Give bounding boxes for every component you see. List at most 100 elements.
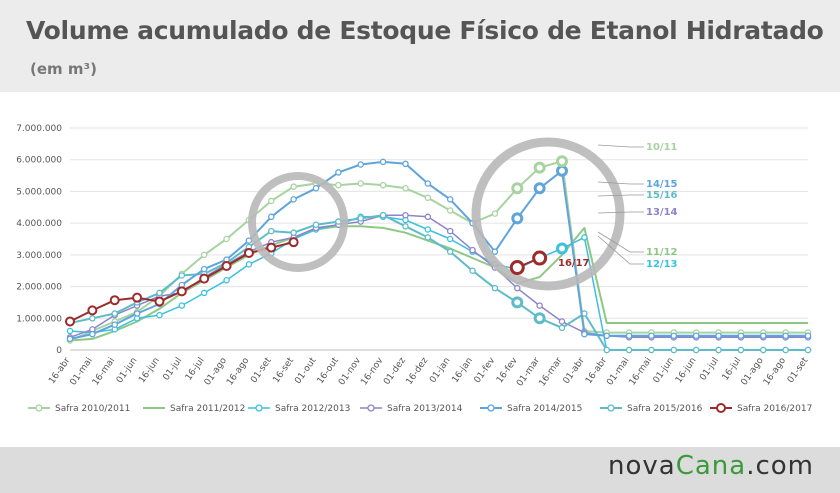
label-leader <box>597 211 644 214</box>
legend-entry: Safra 2014/2015 <box>480 404 582 414</box>
data-point <box>89 315 96 322</box>
series-line <box>69 160 808 342</box>
data-point <box>266 242 277 253</box>
data-point <box>424 194 432 202</box>
data-point <box>424 234 432 241</box>
legend: Safra 2010/2011 Safra 2011/2012 Safra 2012… <box>28 403 812 414</box>
data-point <box>737 332 745 339</box>
data-point <box>66 335 74 343</box>
series-line <box>69 160 808 340</box>
data-point <box>424 213 432 221</box>
legend-label: Safra 2016/2017 <box>737 404 812 414</box>
highlight-circle <box>471 137 625 291</box>
legend-marker <box>487 404 495 412</box>
plot-background <box>0 92 840 447</box>
data-point <box>290 229 297 236</box>
data-point <box>312 221 320 228</box>
data-point <box>491 248 499 255</box>
data-point <box>715 332 722 339</box>
y-tick-label: 2.000.000 <box>16 283 62 293</box>
data-point <box>648 332 655 339</box>
chart-title: Volume acumulado de Estoque Físico de Et… <box>26 16 824 45</box>
data-point <box>558 324 566 332</box>
legend-marker <box>607 404 615 412</box>
data-point <box>200 251 208 259</box>
series-end-label: 10/11 <box>646 142 678 153</box>
data-point <box>200 265 208 273</box>
data-point <box>357 180 364 187</box>
legend-label: Safra 2010/2011 <box>55 404 130 414</box>
y-tick-label: 0 <box>56 346 62 356</box>
data-point <box>692 332 700 339</box>
highlight-point <box>532 250 548 266</box>
y-tick-label: 7.000.000 <box>16 124 62 134</box>
data-point <box>290 196 297 203</box>
data-point <box>446 196 454 203</box>
highlight-circles <box>248 137 625 325</box>
data-point <box>491 284 499 292</box>
data-point <box>491 210 499 217</box>
data-point <box>156 311 163 319</box>
y-tick-label: 1.000.000 <box>16 314 62 324</box>
y-tick-label: 3.000.000 <box>16 251 62 261</box>
data-point <box>603 332 610 339</box>
legend-marker <box>716 403 726 413</box>
data-point <box>446 235 454 243</box>
series-line <box>69 214 808 351</box>
data-point <box>402 211 409 219</box>
data-point <box>782 332 789 339</box>
brand-part-3: .com <box>746 451 814 481</box>
data-point <box>692 346 700 354</box>
data-point <box>288 237 299 248</box>
brand-logo: novaCana.com <box>608 451 814 481</box>
y-tick-label: 4.000.000 <box>16 219 62 229</box>
y-tick-label: 6.000.000 <box>16 156 62 166</box>
data-point <box>625 346 633 354</box>
data-point <box>581 330 588 338</box>
legend-label: Safra 2011/2012 <box>170 404 245 414</box>
series-end-label: 11/12 <box>646 247 678 258</box>
data-point <box>87 305 98 316</box>
footer-bar: novaCana.com <box>0 447 840 493</box>
data-point <box>132 292 143 303</box>
data-point <box>111 310 118 317</box>
highlight-point <box>556 164 568 177</box>
data-point <box>223 235 230 243</box>
legend-label: Safra 2012/2013 <box>275 404 350 414</box>
legend-entry: Safra 2012/2013 <box>248 404 350 414</box>
data-point <box>357 161 364 168</box>
series-end-label: 12/13 <box>646 259 678 270</box>
highlight-point <box>533 161 546 174</box>
series-15-16 <box>66 211 812 354</box>
data-point <box>648 346 655 354</box>
legend-label: Safra 2013/2014 <box>387 404 463 414</box>
label-leader <box>597 235 644 265</box>
legend-label: Safra 2014/2015 <box>507 404 582 414</box>
label-leader <box>597 231 644 253</box>
data-point <box>558 318 566 325</box>
data-point <box>290 183 297 190</box>
data-point <box>402 223 409 230</box>
data-point <box>536 302 543 309</box>
data-point <box>469 267 476 274</box>
data-point <box>670 332 678 339</box>
highlight-point <box>556 155 568 168</box>
data-point <box>782 346 789 354</box>
data-point <box>268 197 275 205</box>
data-point <box>176 286 187 297</box>
label-leader <box>597 144 644 148</box>
highlight-point <box>509 260 525 276</box>
data-point <box>670 346 678 354</box>
data-point <box>379 211 387 219</box>
brand-part-1: nova <box>607 451 676 481</box>
brand-part-2: Cana <box>675 451 747 481</box>
data-point <box>715 346 722 354</box>
data-point <box>245 261 253 268</box>
data-point <box>581 234 588 241</box>
highlight-point <box>533 312 546 325</box>
data-point <box>379 181 387 189</box>
data-point <box>200 289 208 297</box>
data-point <box>245 237 253 244</box>
series-16-17 <box>65 237 545 327</box>
data-point <box>402 160 409 168</box>
